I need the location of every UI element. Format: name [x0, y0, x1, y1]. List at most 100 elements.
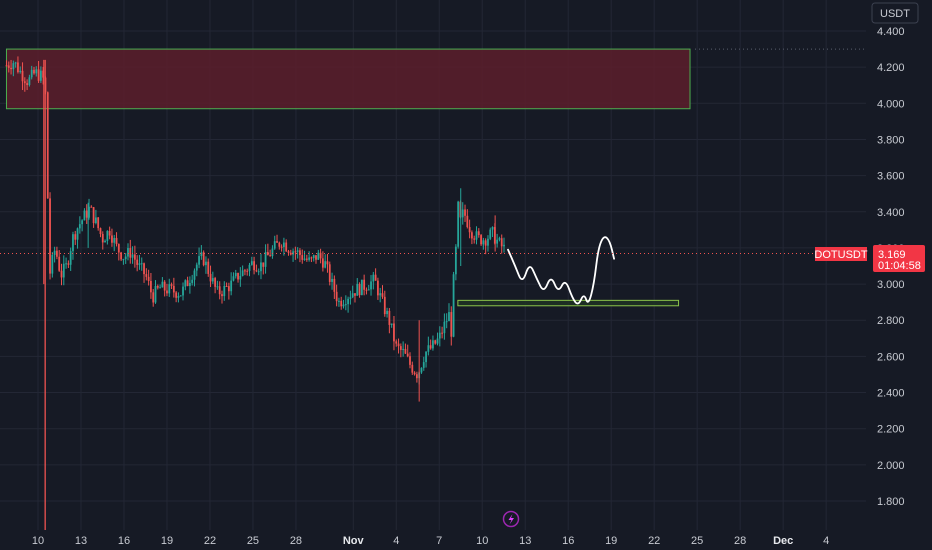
candle-down: [315, 255, 317, 260]
candle-up: [489, 229, 492, 239]
price-badge: DOTUSDT 3.169 01:04:58: [814, 245, 925, 272]
x-tick-label: 25: [247, 535, 259, 547]
candle-down: [175, 292, 178, 298]
candle-down: [172, 285, 175, 293]
candle-up: [53, 250, 56, 255]
candle-down: [108, 230, 111, 236]
y-tick-label: 4.200: [877, 62, 905, 74]
candle-up: [324, 261, 327, 268]
candle-up: [188, 282, 191, 286]
candle-down: [255, 270, 258, 272]
candle-down: [225, 285, 228, 287]
candle-up: [503, 244, 505, 247]
candle-up: [292, 251, 294, 255]
candle-down: [340, 300, 343, 307]
candle-up: [140, 263, 143, 265]
candle-down: [37, 69, 40, 81]
candle-up: [127, 248, 129, 257]
candle-up: [200, 252, 203, 257]
candle-up: [457, 201, 460, 247]
candle-down: [399, 346, 402, 350]
candle-up: [303, 258, 306, 260]
candle-down: [5, 65, 8, 67]
candle-up: [427, 345, 430, 352]
candle-up: [461, 209, 464, 218]
projected-path: [507, 236, 615, 305]
candle-up: [260, 262, 262, 272]
y-tick-label: 3.800: [877, 134, 905, 146]
candle-up: [113, 237, 116, 243]
candle-down: [49, 198, 51, 274]
candle-down: [363, 279, 366, 290]
candle-up: [420, 367, 423, 373]
candle-up: [182, 286, 184, 296]
candle-down: [266, 251, 269, 256]
y-tick-label: 2.600: [877, 351, 905, 363]
last-price-label: 3.169: [878, 249, 906, 261]
currency-button[interactable]: USDT: [871, 2, 919, 24]
candle-down: [471, 232, 473, 239]
candle-down: [429, 345, 432, 349]
candle-down: [133, 254, 136, 260]
candle-up: [360, 279, 363, 296]
candle-down: [473, 238, 476, 240]
candle-up: [51, 254, 54, 274]
candle-down: [99, 228, 102, 234]
candle-up: [193, 270, 196, 280]
candle-up: [76, 228, 79, 240]
candle-up: [230, 280, 233, 292]
candle-down: [280, 246, 283, 248]
x-tick-label: 13: [519, 535, 531, 547]
candle-up: [122, 259, 125, 261]
candle-up: [347, 298, 350, 305]
candle-up: [432, 340, 434, 349]
candle-down: [358, 283, 361, 296]
candle-up: [232, 276, 235, 281]
y-tick-label: 3.400: [877, 207, 905, 219]
y-tick-label: 1.800: [877, 496, 905, 508]
y-axis: 4.4004.2004.0003.8003.6003.4003.2003.000…: [877, 26, 905, 508]
candle-up: [402, 348, 405, 350]
candle-down: [253, 261, 255, 271]
candle-down: [23, 81, 26, 84]
candle-down: [246, 270, 249, 272]
y-tick-label: 2.200: [877, 424, 905, 436]
candle-up: [482, 240, 485, 245]
candle-down: [377, 280, 379, 296]
x-tick-label: 22: [648, 535, 660, 547]
candle-up: [168, 284, 171, 294]
candle-up: [131, 254, 134, 258]
candle-down: [145, 274, 148, 277]
candle-up: [356, 283, 359, 296]
x-tick-label: 10: [32, 535, 44, 547]
candle-up: [14, 62, 17, 64]
candle-up: [106, 230, 109, 241]
candle-up: [379, 293, 382, 296]
candle-up: [296, 250, 299, 252]
candle-up: [367, 289, 370, 291]
candle-up: [257, 271, 260, 273]
candle-up: [487, 238, 489, 246]
lightning-icon[interactable]: [502, 510, 520, 528]
candle-up: [78, 224, 81, 229]
candle-down: [207, 261, 210, 274]
candle-up: [39, 70, 42, 81]
candle-up: [438, 332, 441, 339]
candle-down: [166, 290, 168, 294]
candle-down: [477, 231, 480, 236]
candle-down: [413, 372, 416, 375]
candle-down: [383, 296, 386, 315]
candle-down: [287, 251, 290, 253]
candle-down: [466, 215, 469, 228]
candle-down: [434, 340, 437, 344]
candle-up: [81, 220, 84, 225]
candle-down: [115, 237, 118, 245]
x-tick-label: 13: [75, 535, 87, 547]
candle-down: [333, 278, 336, 292]
x-tick-label: 7: [436, 535, 442, 547]
candle-up: [349, 297, 352, 299]
candle-up: [195, 264, 198, 271]
candle-down: [186, 280, 189, 286]
x-tick-label: 16: [562, 535, 574, 547]
